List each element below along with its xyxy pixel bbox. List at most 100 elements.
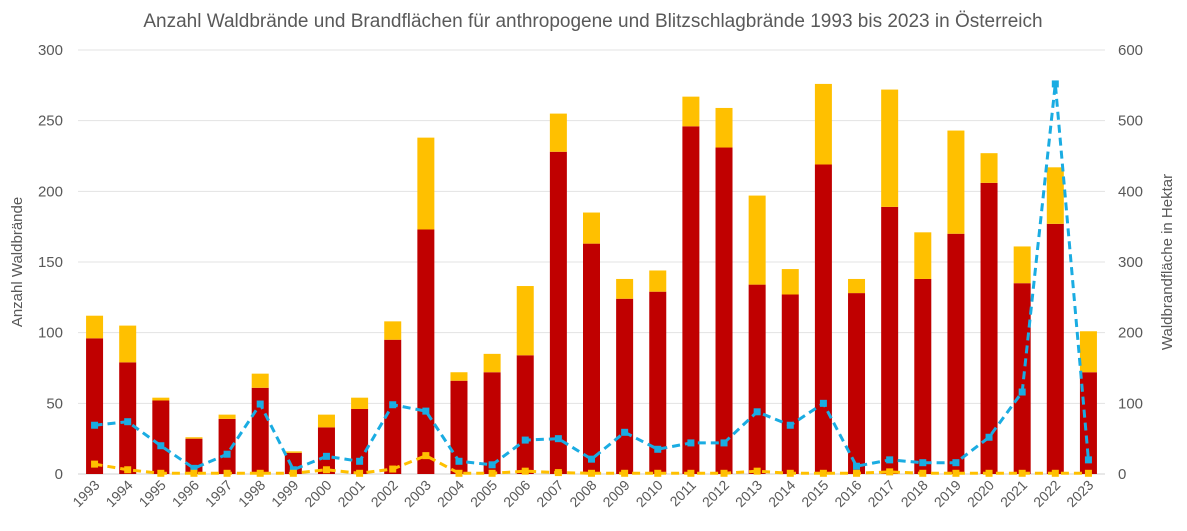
line-marker [588, 455, 595, 463]
bar-anthropogenic [251, 387, 269, 474]
line-marker [985, 469, 993, 477]
bar-anthropogenic [483, 372, 501, 474]
line-marker [753, 408, 761, 416]
bar-lightning [848, 278, 866, 294]
line-marker [1018, 469, 1026, 477]
line-marker [488, 461, 496, 469]
line-marker [223, 469, 231, 477]
x-tick-label: 2021 [997, 477, 1030, 510]
bar-anthropogenic [317, 427, 335, 474]
bar-anthropogenic [649, 291, 667, 474]
line-marker [124, 418, 132, 426]
bar-lightning [1046, 167, 1064, 224]
y-tick-label: 150 [38, 254, 63, 271]
line-marker [322, 452, 330, 460]
y-tick-label: 0 [55, 466, 63, 483]
line-marker [753, 467, 761, 475]
bar-anthropogenic [980, 182, 998, 474]
line-marker [223, 450, 231, 458]
line-marker [853, 469, 861, 477]
line-marker [289, 469, 297, 477]
line-marker [588, 469, 595, 477]
x-tick-label: 1995 [136, 477, 169, 510]
line-marker [919, 459, 927, 467]
line-marker [654, 445, 662, 453]
y2-tick-label: 400 [1118, 183, 1143, 200]
x-tick-label: 2008 [566, 477, 599, 510]
x-tick-label: 1994 [102, 477, 135, 510]
line-marker [886, 456, 894, 464]
x-tick-label: 2010 [633, 477, 666, 510]
bar-anthropogenic [86, 338, 104, 474]
y2-tick-label: 500 [1118, 113, 1143, 130]
line-marker [1084, 456, 1092, 464]
line-marker [1051, 80, 1059, 88]
line-marker [919, 469, 927, 477]
line-marker [1084, 469, 1092, 477]
line-marker [720, 469, 728, 477]
x-tick-label: 2015 [798, 477, 831, 510]
line-marker [819, 399, 827, 407]
line-marker [422, 452, 430, 460]
bar-anthropogenic [549, 151, 567, 474]
bar-anthropogenic [715, 147, 733, 474]
bar-anthropogenic [848, 293, 866, 474]
bar-anthropogenic [450, 380, 468, 474]
line-marker [422, 407, 430, 415]
y2-tick-label: 200 [1118, 325, 1143, 342]
bar-lightning [748, 195, 766, 285]
line-marker [157, 469, 165, 477]
line-marker [886, 468, 894, 476]
x-tick-label: 2003 [401, 477, 434, 510]
line-marker [521, 467, 529, 475]
bar-anthropogenic [748, 284, 766, 474]
y-tick-label: 250 [38, 113, 63, 130]
x-tick-label: 2011 [666, 477, 699, 510]
line-marker [256, 400, 264, 408]
bar-anthropogenic [152, 400, 170, 474]
x-tick-label: 2007 [533, 477, 566, 510]
bar-lightning [1079, 331, 1097, 373]
line-marker [819, 469, 827, 477]
line-marker [654, 469, 662, 477]
bar-lightning [152, 397, 170, 401]
x-tick-label: 2020 [964, 477, 997, 510]
x-tick-label: 1999 [268, 477, 301, 510]
x-tick-label: 2012 [699, 477, 732, 510]
bar-anthropogenic [583, 243, 600, 474]
bar-lightning [218, 414, 236, 419]
chart-title: Anzahl Waldbrände und Brandflächen für a… [143, 11, 1042, 32]
line-marker [786, 421, 794, 429]
bar-lightning [516, 286, 534, 356]
line-marker [985, 433, 993, 441]
line-marker [720, 439, 728, 447]
line-marker [289, 466, 297, 474]
bar-anthropogenic [682, 126, 700, 474]
x-tick-label: 2017 [864, 477, 897, 510]
line-marker [621, 428, 629, 436]
y-tick-label: 100 [38, 325, 63, 342]
bar-lightning [351, 397, 369, 409]
x-tick-label: 1993 [69, 477, 102, 510]
y-tick-label: 200 [38, 183, 63, 200]
y2-tick-label: 0 [1118, 466, 1126, 483]
bar-anthropogenic [218, 418, 236, 474]
y-tick-label: 50 [46, 395, 63, 412]
line-marker [521, 436, 529, 444]
y2-tick-label: 100 [1118, 395, 1143, 412]
x-tick-label: 2022 [1030, 477, 1063, 510]
bar-lightning [715, 107, 733, 148]
x-tick-label: 2001 [334, 477, 367, 510]
y-tick-label: 300 [38, 42, 63, 59]
line-marker [256, 469, 264, 477]
x-tick-label: 2005 [467, 477, 500, 510]
y-axis-label: Anzahl Waldbrände [9, 197, 26, 327]
bar-lightning [549, 113, 567, 152]
line-marker [488, 469, 496, 477]
line-marker [554, 435, 562, 443]
bar-lightning [483, 353, 501, 373]
x-tick-label: 2009 [599, 477, 632, 510]
bar-lightning [583, 212, 600, 244]
bar-lightning [814, 83, 832, 165]
bar-anthropogenic [914, 278, 932, 474]
